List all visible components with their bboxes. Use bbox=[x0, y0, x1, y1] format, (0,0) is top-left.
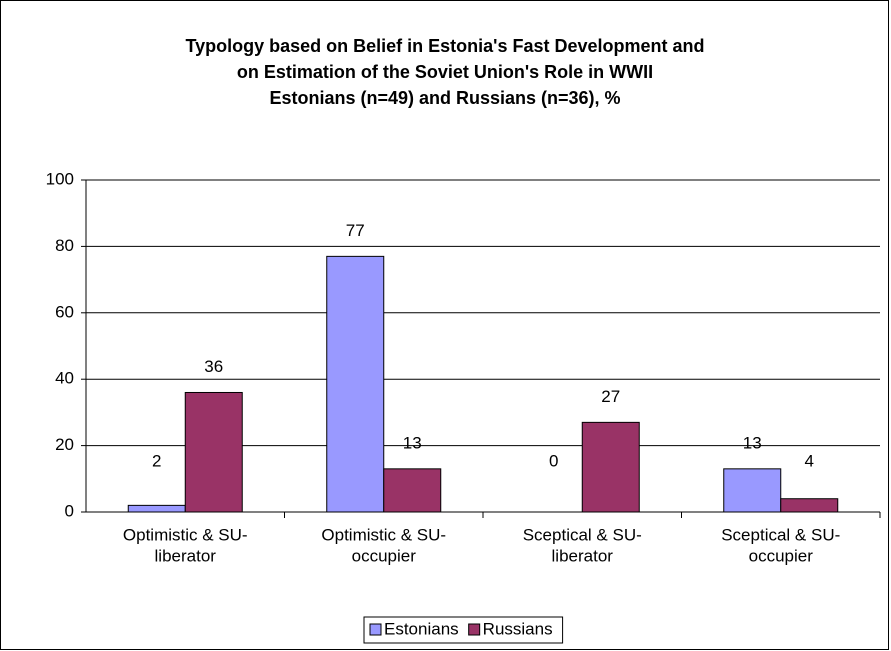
legend-swatch bbox=[468, 623, 481, 636]
x-tick-label: liberator bbox=[155, 546, 217, 565]
y-tick-label: 40 bbox=[55, 369, 74, 388]
chart-title: Typology based on Belief in Estonia's Fa… bbox=[185, 36, 704, 56]
legend-box bbox=[363, 616, 564, 644]
x-tick-label: liberator bbox=[552, 546, 614, 565]
y-tick-label: 0 bbox=[65, 501, 74, 520]
x-tick-label: occupier bbox=[352, 546, 417, 565]
data-label: 2 bbox=[152, 451, 161, 470]
bar bbox=[780, 498, 839, 513]
data-label: 77 bbox=[346, 221, 365, 240]
chart-title: Estonians (n=49) and Russians (n=36), % bbox=[269, 88, 620, 108]
legend-label: Estonians bbox=[384, 619, 459, 638]
legend-swatch bbox=[369, 623, 382, 636]
bar bbox=[723, 468, 782, 513]
x-tick-label: Optimistic & SU- bbox=[321, 525, 446, 544]
x-tick-label: occupier bbox=[749, 546, 814, 565]
data-label: 36 bbox=[204, 357, 223, 376]
data-label: 0 bbox=[549, 451, 558, 470]
data-label: 13 bbox=[743, 433, 762, 452]
legend-label: Russians bbox=[483, 619, 553, 638]
x-tick-label: Optimistic & SU- bbox=[123, 525, 248, 544]
x-tick-label: Sceptical & SU- bbox=[721, 525, 840, 544]
data-label: 4 bbox=[805, 451, 814, 470]
bar bbox=[383, 468, 442, 513]
bar bbox=[184, 391, 243, 513]
x-tick-label: Sceptical & SU- bbox=[523, 525, 642, 544]
bar bbox=[326, 255, 385, 513]
data-label: 13 bbox=[403, 433, 422, 452]
data-label: 27 bbox=[601, 387, 620, 406]
y-tick-label: 100 bbox=[46, 169, 74, 188]
chart-title: on Estimation of the Soviet Union's Role… bbox=[237, 62, 653, 82]
y-tick-label: 80 bbox=[55, 236, 74, 255]
y-tick-label: 60 bbox=[55, 302, 74, 321]
bar bbox=[581, 421, 640, 513]
bar bbox=[127, 504, 186, 513]
y-tick-label: 20 bbox=[55, 435, 74, 454]
